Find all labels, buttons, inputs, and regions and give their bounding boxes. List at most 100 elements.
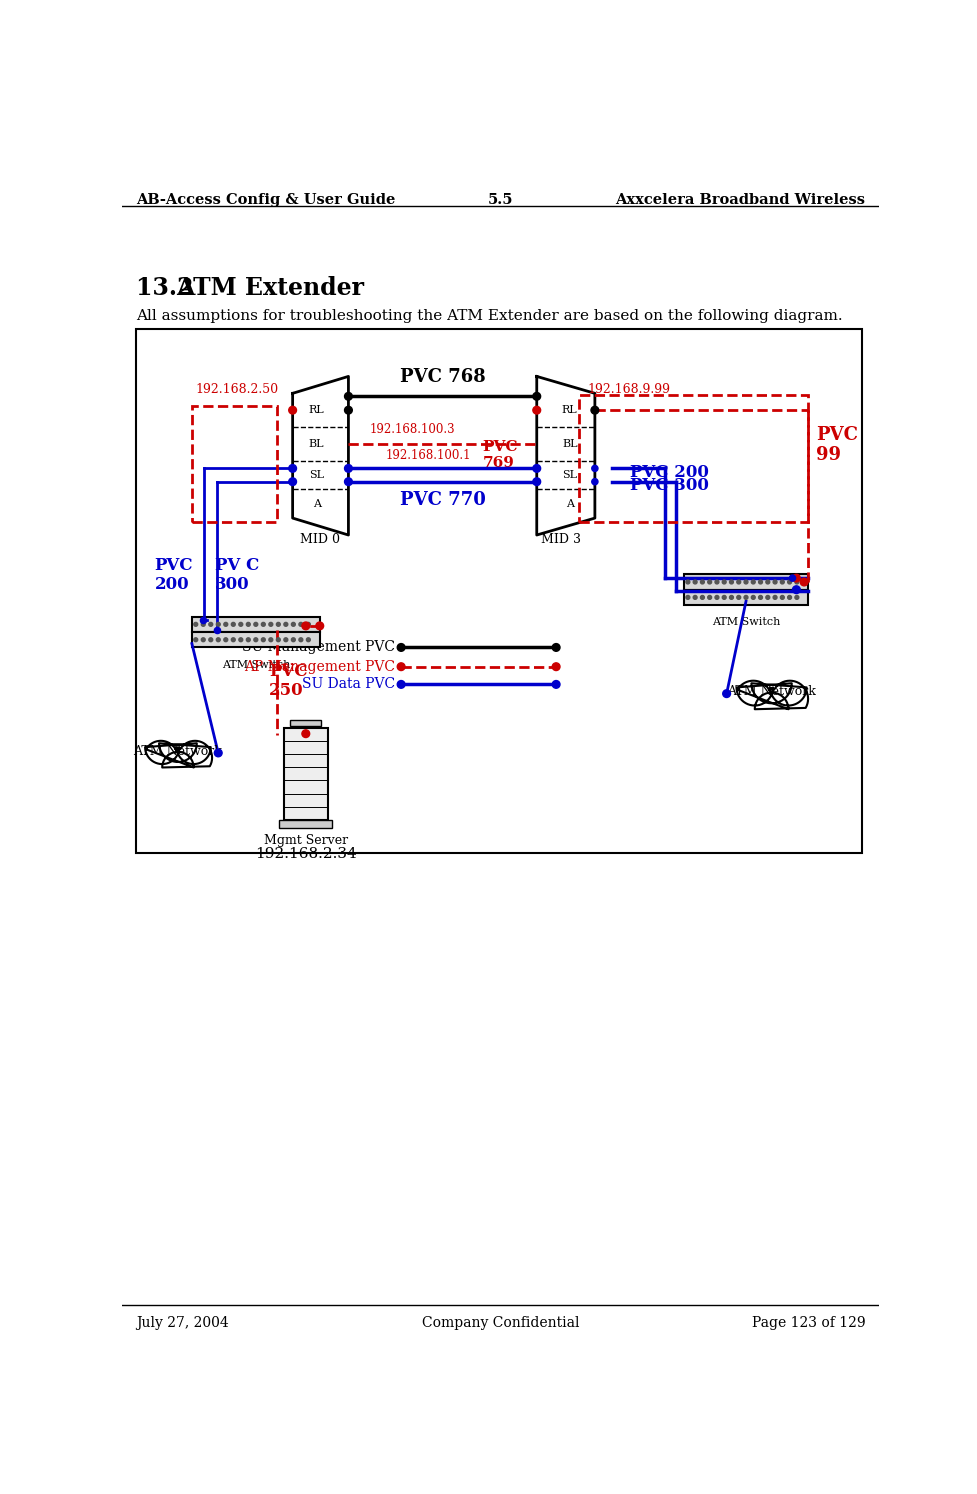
Polygon shape (737, 681, 808, 710)
Circle shape (246, 638, 250, 641)
Text: PVC
769: PVC 769 (483, 441, 518, 471)
Bar (191, 617, 319, 632)
Polygon shape (536, 376, 595, 535)
Text: 192.168.100.1: 192.168.100.1 (386, 450, 471, 462)
Text: ATM Switch: ATM Switch (222, 660, 290, 669)
Text: July 27, 2004: July 27, 2004 (136, 1316, 229, 1330)
Circle shape (758, 580, 762, 584)
Circle shape (773, 580, 777, 584)
Text: RL: RL (562, 405, 577, 415)
Circle shape (398, 644, 405, 651)
Circle shape (592, 465, 598, 472)
Circle shape (284, 638, 288, 641)
Circle shape (232, 623, 235, 626)
Circle shape (209, 623, 213, 626)
Circle shape (238, 638, 242, 641)
Circle shape (302, 731, 310, 738)
Circle shape (262, 623, 266, 626)
Text: PVC
200: PVC 200 (154, 557, 193, 593)
Text: A: A (313, 499, 320, 509)
Bar (136, 330, 863, 853)
Circle shape (345, 478, 353, 486)
Text: BL: BL (562, 439, 577, 448)
Circle shape (686, 596, 690, 599)
Circle shape (751, 596, 755, 599)
Circle shape (307, 638, 311, 641)
Text: PVC
250: PVC 250 (270, 663, 308, 699)
Circle shape (269, 623, 273, 626)
Circle shape (795, 580, 799, 584)
Bar (290, 720, 321, 726)
Circle shape (552, 644, 560, 651)
Circle shape (737, 596, 741, 599)
Text: 5.5: 5.5 (488, 193, 514, 208)
Bar (684, 574, 808, 590)
Polygon shape (293, 376, 349, 535)
Circle shape (291, 623, 295, 626)
Text: MID 0: MID 0 (300, 533, 340, 547)
Circle shape (730, 596, 734, 599)
Circle shape (193, 623, 197, 626)
Text: Mgmt Server: Mgmt Server (264, 834, 348, 847)
Text: A: A (566, 499, 573, 509)
Text: ATM Network: ATM Network (134, 746, 223, 757)
Bar (191, 632, 319, 647)
Text: AB-Access Config & User Guide: AB-Access Config & User Guide (136, 193, 396, 208)
Circle shape (216, 623, 220, 626)
Circle shape (795, 596, 799, 599)
Circle shape (316, 622, 323, 630)
Text: ATM Network: ATM Network (727, 686, 816, 698)
Bar (284, 728, 327, 820)
Circle shape (398, 681, 405, 689)
Circle shape (193, 638, 197, 641)
Text: 192.168.2.50: 192.168.2.50 (195, 384, 278, 396)
Circle shape (345, 465, 353, 472)
Text: PVC 770: PVC 770 (400, 492, 486, 509)
Circle shape (302, 622, 310, 630)
Text: PVC 768: PVC 768 (400, 368, 486, 385)
Circle shape (707, 596, 711, 599)
Text: Company Confidential: Company Confidential (422, 1316, 579, 1330)
Text: SU Data PVC: SU Data PVC (302, 677, 395, 692)
Circle shape (707, 580, 711, 584)
Text: 192.168.100.3: 192.168.100.3 (370, 423, 455, 436)
Circle shape (744, 580, 748, 584)
Circle shape (792, 586, 800, 593)
Circle shape (291, 638, 295, 641)
Circle shape (800, 578, 808, 586)
Circle shape (766, 580, 770, 584)
Circle shape (299, 623, 303, 626)
Text: MID 3: MID 3 (540, 533, 580, 547)
Circle shape (694, 596, 697, 599)
Circle shape (276, 638, 280, 641)
Text: AP Management PVC: AP Management PVC (244, 660, 395, 674)
Circle shape (723, 690, 731, 698)
Circle shape (276, 623, 280, 626)
Polygon shape (146, 741, 212, 768)
Circle shape (694, 580, 697, 584)
Text: Axxcelera Broadband Wireless: Axxcelera Broadband Wireless (616, 193, 866, 208)
Text: RL: RL (309, 405, 324, 415)
Circle shape (214, 748, 222, 757)
Circle shape (209, 638, 213, 641)
Circle shape (730, 580, 734, 584)
Text: SL: SL (562, 471, 577, 480)
Circle shape (299, 638, 303, 641)
Circle shape (787, 596, 791, 599)
Circle shape (773, 596, 777, 599)
Text: All assumptions for troubleshooting the ATM Extender are based on the following : All assumptions for troubleshooting the … (136, 309, 843, 323)
Circle shape (686, 580, 690, 584)
Circle shape (201, 623, 205, 626)
Bar (684, 590, 808, 605)
Circle shape (737, 580, 741, 584)
Circle shape (398, 663, 405, 671)
Circle shape (751, 580, 755, 584)
Circle shape (781, 580, 785, 584)
Circle shape (552, 663, 560, 671)
Circle shape (262, 638, 266, 641)
Text: ATM Extender: ATM Extender (177, 275, 364, 299)
Text: PVC 300: PVC 300 (630, 477, 708, 495)
Circle shape (532, 406, 540, 414)
Circle shape (532, 465, 540, 472)
Circle shape (224, 638, 228, 641)
